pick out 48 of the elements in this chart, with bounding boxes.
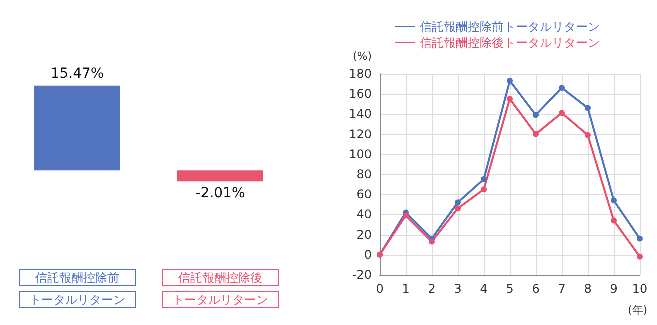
- point: [455, 200, 461, 206]
- point: [533, 131, 539, 138]
- y-tick-label: 20: [356, 228, 372, 242]
- x-tick-label: 0: [376, 282, 384, 296]
- point: [585, 105, 591, 112]
- data-label: -2.01%: [196, 186, 246, 202]
- x-tick-label: 9: [610, 282, 618, 296]
- x-tick-label: 7: [558, 282, 566, 296]
- x-tick-label: 信託報酬控除後トータルリターン: [172, 271, 268, 307]
- point: [455, 206, 461, 212]
- x-tick-label: 5: [506, 282, 514, 296]
- y-tick-label: 180: [349, 67, 372, 81]
- data-label: 15.47%: [50, 66, 104, 82]
- y-axis-title: (%): [352, 50, 372, 63]
- point: [507, 96, 513, 102]
- legend-label: 信託報酬控除後トータルリターン: [420, 36, 600, 50]
- point: [637, 236, 643, 242]
- y-tick-label: 80: [356, 168, 372, 182]
- x-tick-label: 6: [532, 282, 540, 296]
- x-tick-label: 信託報酬控除前トータルリターン: [30, 271, 126, 307]
- x-tick-label: 1: [402, 282, 410, 296]
- point: [611, 218, 617, 224]
- y-tick-label: 120: [349, 127, 372, 142]
- point: [481, 176, 487, 183]
- y-tick-label: 0: [364, 248, 372, 262]
- point: [507, 78, 513, 84]
- x-tick-label: 10: [632, 282, 648, 296]
- point: [637, 254, 643, 260]
- point: [611, 198, 617, 204]
- x-tick-label: 8: [584, 282, 592, 296]
- point: [585, 132, 591, 138]
- x-tick-label: 2: [428, 282, 436, 296]
- y-tick-label: 140: [349, 107, 372, 122]
- x-tick-label: 4: [480, 282, 488, 296]
- point: [429, 238, 435, 245]
- legend-label: 信託報酬控除前トータルリターン: [420, 20, 600, 34]
- point: [481, 186, 487, 193]
- y-tick-label: 40: [356, 208, 372, 222]
- y-tick-label: 160: [349, 87, 372, 102]
- point: [559, 110, 565, 116]
- y-tick-label: 100: [349, 147, 372, 162]
- point: [559, 85, 565, 92]
- point: [533, 112, 539, 118]
- x-axis-title: (年): [628, 304, 648, 317]
- y-tick-label: 60: [356, 188, 372, 202]
- y-tick-label: -20: [352, 268, 372, 282]
- point: [403, 212, 409, 219]
- x-tick-label: 3: [454, 282, 462, 296]
